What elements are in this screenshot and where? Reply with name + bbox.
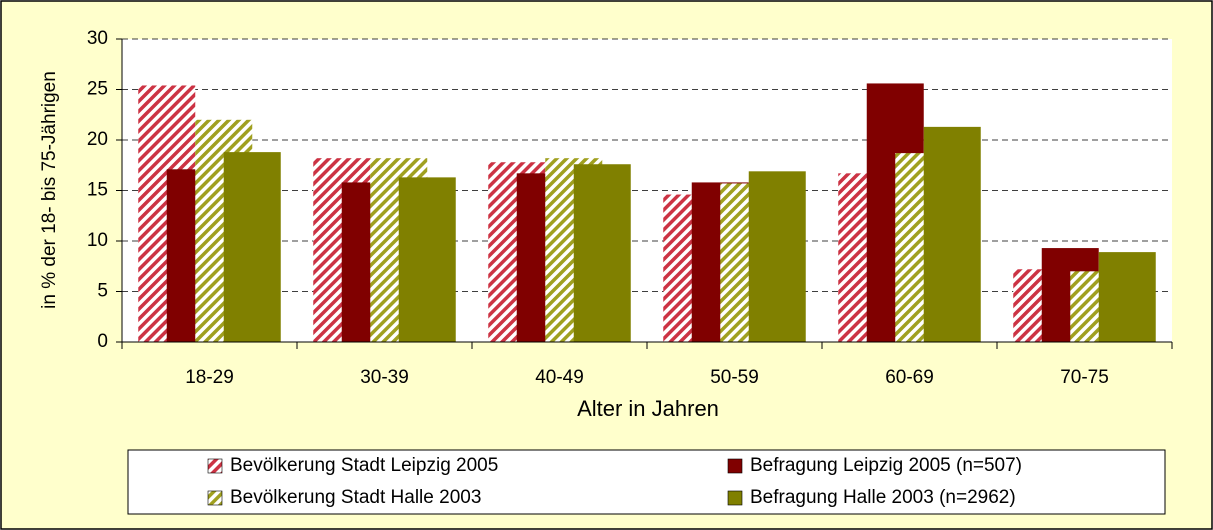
legend-swatch	[207, 458, 223, 474]
bar	[1098, 252, 1156, 342]
x-tick-label: 18-29	[185, 367, 234, 388]
bar	[398, 177, 456, 342]
y-tick-label: 5	[97, 281, 108, 302]
x-tick-label: 70-75	[1060, 367, 1109, 388]
legend-swatch	[727, 490, 743, 506]
legend-label: Befragung Leipzig 2005 (n=507)	[750, 455, 1022, 476]
bar	[573, 164, 631, 342]
y-tick-label: 25	[87, 79, 108, 100]
y-tick-label: 10	[87, 230, 108, 251]
bar	[748, 171, 806, 342]
legend-label: Bevölkerung Stadt Halle 2003	[230, 487, 481, 508]
legend-swatch	[207, 490, 223, 506]
x-tick-label: 40-49	[535, 367, 584, 388]
y-tick-label: 30	[87, 28, 108, 49]
x-tick-label: 30-39	[360, 367, 409, 388]
bar	[223, 152, 281, 342]
legend-swatch	[727, 458, 743, 474]
x-tick-label: 60-69	[885, 367, 934, 388]
x-tick-label: 50-59	[710, 367, 759, 388]
legend-label: Befragung Halle 2003 (n=2962)	[750, 487, 1016, 508]
x-axis-label: Alter in Jahren	[577, 396, 719, 421]
y-tick-label: 20	[87, 129, 108, 150]
legend-box	[127, 449, 1166, 515]
y-axis-label: in % der 18- bis 75-Jährigen	[39, 71, 60, 309]
legend-label: Bevölkerung Stadt Leipzig 2005	[230, 455, 498, 476]
y-tick-label: 0	[97, 331, 108, 352]
y-tick-label: 15	[87, 180, 108, 201]
bar	[923, 126, 981, 343]
